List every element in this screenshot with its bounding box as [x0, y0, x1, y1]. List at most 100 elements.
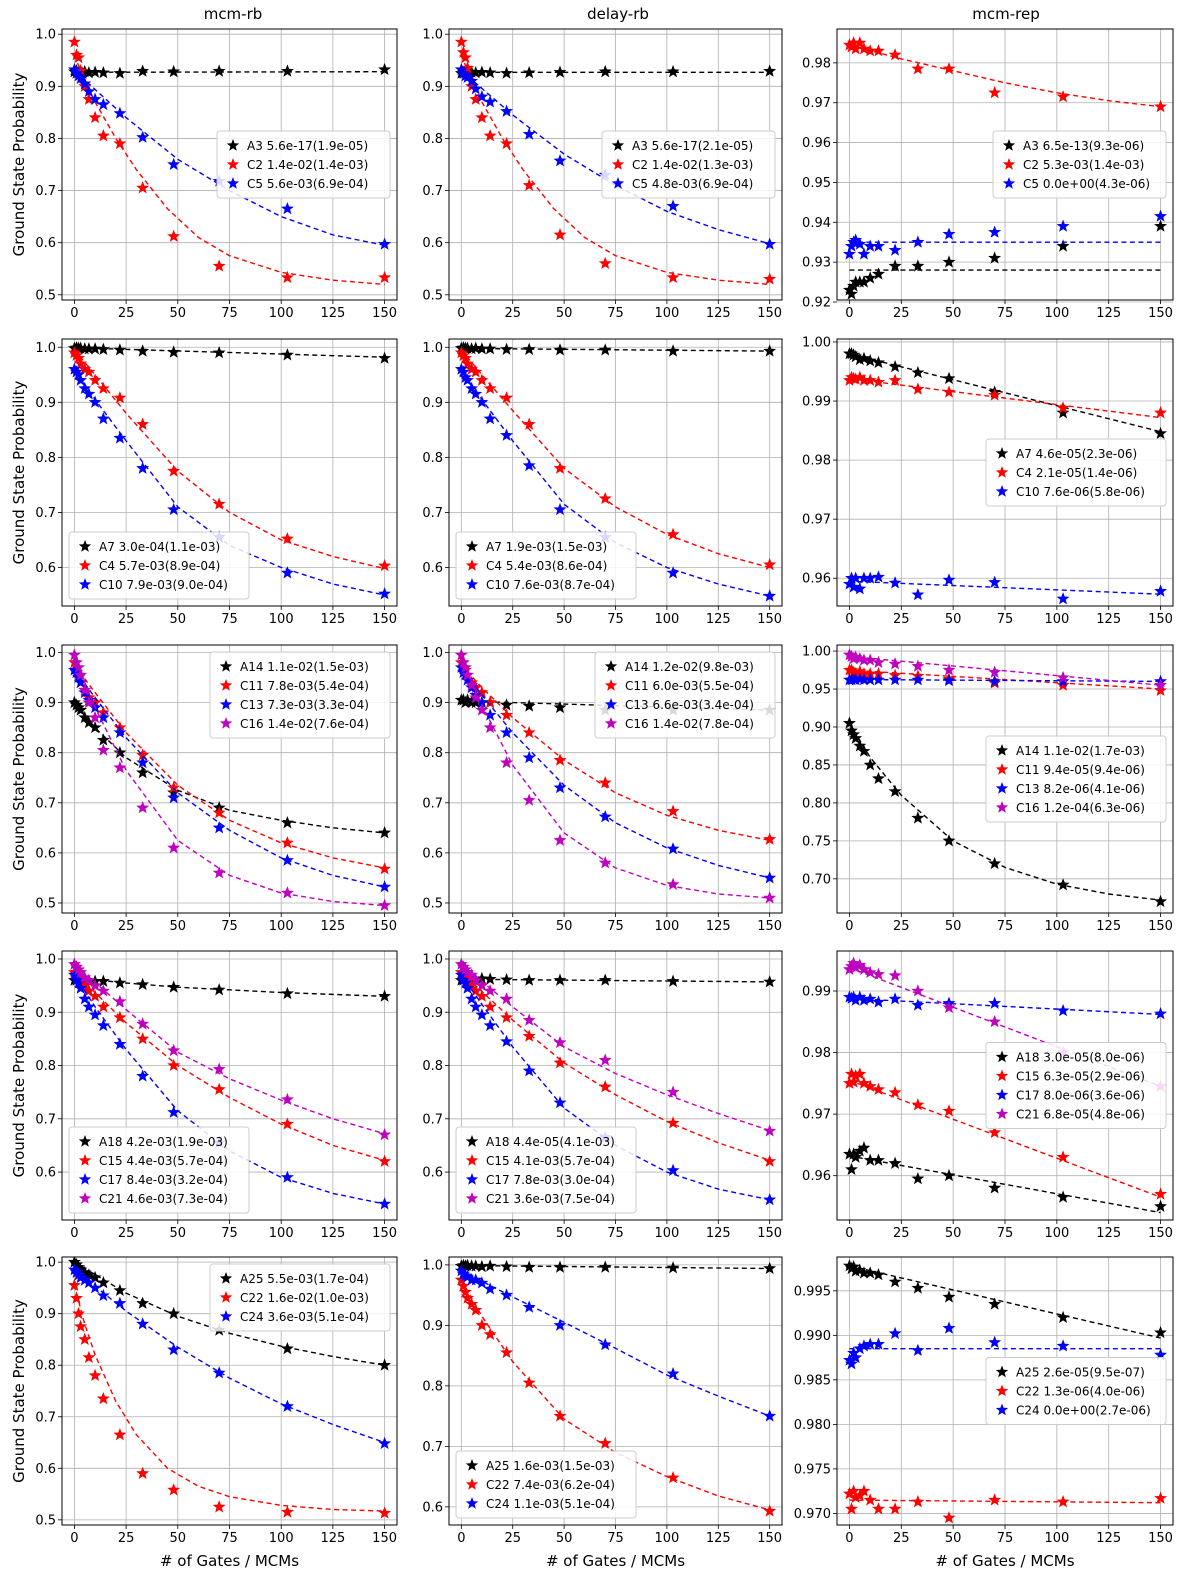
legend-box: [594, 651, 776, 739]
y-tick-label: 0.9: [35, 1307, 56, 1322]
data-point: [483, 65, 497, 79]
data-point: [378, 1127, 392, 1141]
data-point: [475, 1276, 489, 1289]
legend-label: C10 7.9e-03(9.0e-04): [99, 578, 228, 592]
fit-line: [849, 580, 1161, 595]
data-point: [666, 1085, 680, 1098]
data-point: [483, 129, 497, 142]
x-tick-label: 25: [893, 612, 910, 627]
legend: A3 6.5e-13(9.3e-06) C2 5.3e-03(1.4e-03) C5…: [992, 130, 1167, 199]
data-point: [113, 745, 127, 759]
data-point: [666, 566, 680, 579]
data-point: [872, 44, 885, 57]
data-point: [378, 270, 392, 284]
data-point: [96, 1018, 110, 1032]
x-tick-label: 75: [997, 306, 1014, 321]
data-point: [863, 1337, 877, 1350]
x-tick-label: 150: [1148, 306, 1173, 321]
data-point: [842, 1353, 856, 1366]
data-point: [212, 497, 226, 510]
axes-frame: [61, 28, 398, 301]
data-point: [872, 995, 885, 1008]
fit-line: [74, 347, 385, 358]
x-tick-label: 0: [70, 306, 78, 321]
x-tick-label: 0: [457, 306, 465, 321]
data-point: [74, 1270, 88, 1284]
y-tick-label: 0.8: [422, 132, 443, 147]
data-point: [1154, 584, 1168, 597]
x-tick-label: 50: [945, 612, 962, 627]
data-point: [872, 1502, 885, 1515]
legend-marker: [995, 801, 1009, 813]
data-point: [96, 1288, 110, 1302]
y-tick-label: 0.980: [794, 1418, 831, 1433]
data-point: [872, 673, 885, 686]
legend-marker: [78, 1154, 92, 1166]
y-tick-label: 0.6: [422, 561, 443, 576]
data-point: [849, 571, 863, 584]
data-point: [378, 559, 392, 572]
y-tick-label: 0.70: [802, 872, 831, 887]
data-point: [888, 1326, 902, 1340]
y-tick-label: 0.98: [802, 1046, 831, 1061]
data-point: [280, 836, 294, 849]
data-point: [988, 665, 1002, 678]
data-point: [475, 1259, 489, 1273]
x-axis-title: # of Gates / MCMs: [160, 1552, 299, 1570]
data-point: [842, 1076, 856, 1089]
legend-label: C2 5.3e-03(1.4e-03): [1023, 158, 1144, 172]
data-point: [847, 1346, 861, 1359]
y-tick-label: 0.9: [422, 80, 443, 95]
legend-label: C16 1.2e-04(6.3e-06): [1016, 801, 1145, 815]
data-point: [78, 683, 92, 696]
data-point: [469, 92, 483, 105]
data-point: [857, 373, 871, 386]
x-tick-label: 75: [997, 1226, 1014, 1241]
data-point: [113, 343, 127, 356]
x-tick-label: 0: [457, 1531, 465, 1546]
data-point: [96, 984, 110, 997]
x-tick-label: 50: [945, 1226, 962, 1241]
data-point: [988, 575, 1002, 588]
data-point: [461, 673, 474, 686]
legend-marker: [465, 1478, 479, 1490]
data-point: [461, 668, 474, 681]
legend-label: C4 5.7e-03(8.9e-04): [99, 559, 220, 573]
data-point: [888, 259, 902, 272]
data-point: [70, 365, 83, 378]
data-point: [500, 1259, 514, 1273]
data-point: [167, 464, 181, 477]
data-point: [988, 1014, 1002, 1028]
x-tick-label: 150: [1148, 612, 1173, 627]
data-point: [598, 1436, 612, 1449]
x-tick-label: 150: [372, 1226, 397, 1241]
data-point: [666, 877, 680, 890]
data-point: [888, 784, 902, 798]
x-tick-label: 0: [70, 1226, 78, 1241]
data-layer: [454, 35, 777, 286]
data-layer: [842, 346, 1168, 605]
legend: A7 1.9e-03(1.5e-03) C4 5.4e-03(8.6e-04) C1…: [455, 531, 637, 600]
chart-panel: 0 25 50 75 100 125 150 0.96 0.97 0.98 0.99 A18 3.0e…: [802, 950, 1174, 1241]
data-point: [465, 79, 479, 92]
y-tick-label: 0.6: [422, 236, 443, 251]
data-point: [863, 758, 877, 771]
data-point: [212, 1366, 226, 1379]
x-tick-label: 25: [118, 1226, 135, 1241]
data-point: [454, 957, 468, 970]
data-point: [469, 1273, 483, 1286]
data-point: [88, 989, 102, 1002]
data-point: [598, 810, 612, 823]
data-point: [167, 229, 181, 242]
legend-box: [216, 130, 391, 199]
data-point: [458, 1285, 472, 1298]
legend-label: C13 7.3e-03(3.3e-04): [240, 698, 369, 712]
y-tick-label: 0.7: [422, 796, 443, 811]
data-point: [863, 965, 877, 979]
x-tick-label: 75: [221, 919, 238, 934]
x-tick-label: 150: [757, 306, 782, 321]
legend-label: C17 7.8e-03(3.0e-04): [486, 1173, 615, 1187]
data-point: [458, 976, 472, 989]
data-point: [872, 267, 885, 280]
data-point: [378, 989, 392, 1002]
